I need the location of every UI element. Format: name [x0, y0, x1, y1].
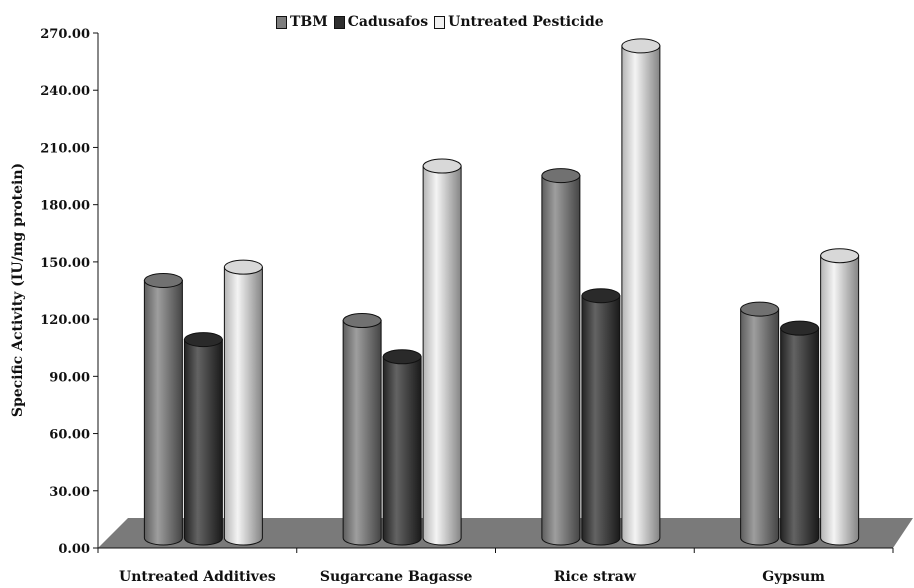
bar-1-1-top: [382, 349, 422, 365]
bars-group: [143, 38, 860, 546]
y-tick-label: 180.00: [40, 199, 90, 214]
x-tick-label: Rice straw: [554, 569, 637, 585]
bar-3-1-top: [780, 320, 820, 336]
legend-entry-tbm: TBM: [276, 14, 328, 30]
legend-label-tbm: TBM: [290, 14, 328, 30]
bar-2-0-body: [541, 175, 581, 546]
y-tick-label: 240.00: [40, 84, 90, 99]
x-tick-label: Gypsum: [762, 569, 825, 585]
bar-3-1-body: [780, 327, 820, 546]
legend-entry-cadusafos: Cadusafos: [333, 14, 429, 30]
bar-3-2-body: [820, 255, 860, 546]
x-tick-label: Sugarcane Bagasse: [320, 569, 473, 585]
x-tick-label: Untreated Additives: [119, 569, 276, 585]
y-tick-label: 30.00: [49, 485, 90, 500]
bar-0-1-body: [183, 339, 223, 546]
legend-label-untreated-pesticide: Untreated Pesticide: [448, 14, 604, 30]
y-tick-label: 90.00: [49, 370, 90, 385]
y-tick-label: 150.00: [40, 256, 90, 271]
bar-1-1-body: [382, 356, 422, 546]
chart-legend: TBM Cadusafos Untreated Pesticide: [276, 12, 604, 32]
y-axis-ticks: 0.00 30.00 60.00 90.00 120.00 150.00 180.00 210…: [40, 27, 98, 557]
bar-0-2-top: [223, 259, 263, 275]
bar-0-0-body: [143, 280, 183, 546]
y-tick-label: 210.00: [40, 141, 90, 156]
bar-1-2-body: [422, 165, 462, 546]
bar-2-2-top: [621, 38, 661, 54]
legend-swatch-cadusafos: [333, 15, 345, 29]
y-tick-label: 120.00: [40, 313, 90, 328]
bar-1-0-top: [342, 313, 382, 329]
legend-swatch-tbm: [276, 15, 287, 29]
legend-label-cadusafos: Cadusafos: [347, 14, 429, 30]
legend-entry-untreated-pesticide: Untreated Pesticide: [434, 14, 604, 30]
x-axis-ticks: Untreated Additives Sugarcane Bagasse Rice…: [97, 548, 894, 585]
bar-3-0-body: [740, 308, 780, 546]
bar-1-2-top: [422, 158, 462, 174]
bar-1-0-body: [342, 320, 382, 546]
bar-0-0-top: [143, 273, 183, 288]
y-axis-label: Specific Activity (IU/mg protein): [10, 163, 26, 417]
legend-swatch-untreated-pesticide: [434, 15, 446, 29]
bar-2-1-body: [581, 295, 621, 546]
y-tick-label: 0.00: [58, 542, 90, 557]
y-tick-label: 60.00: [49, 428, 90, 443]
y-tick-label: 270.00: [40, 27, 90, 42]
chart-floor: [98, 518, 913, 548]
bar-2-1-top: [581, 288, 621, 304]
bar-0-2-body: [223, 266, 263, 546]
bar-3-2-top: [820, 248, 860, 264]
bar-0-1-top: [183, 332, 223, 348]
bar-2-2-body: [621, 45, 661, 546]
bar-2-0-top: [541, 168, 581, 184]
bar-3-0-top: [740, 301, 780, 317]
